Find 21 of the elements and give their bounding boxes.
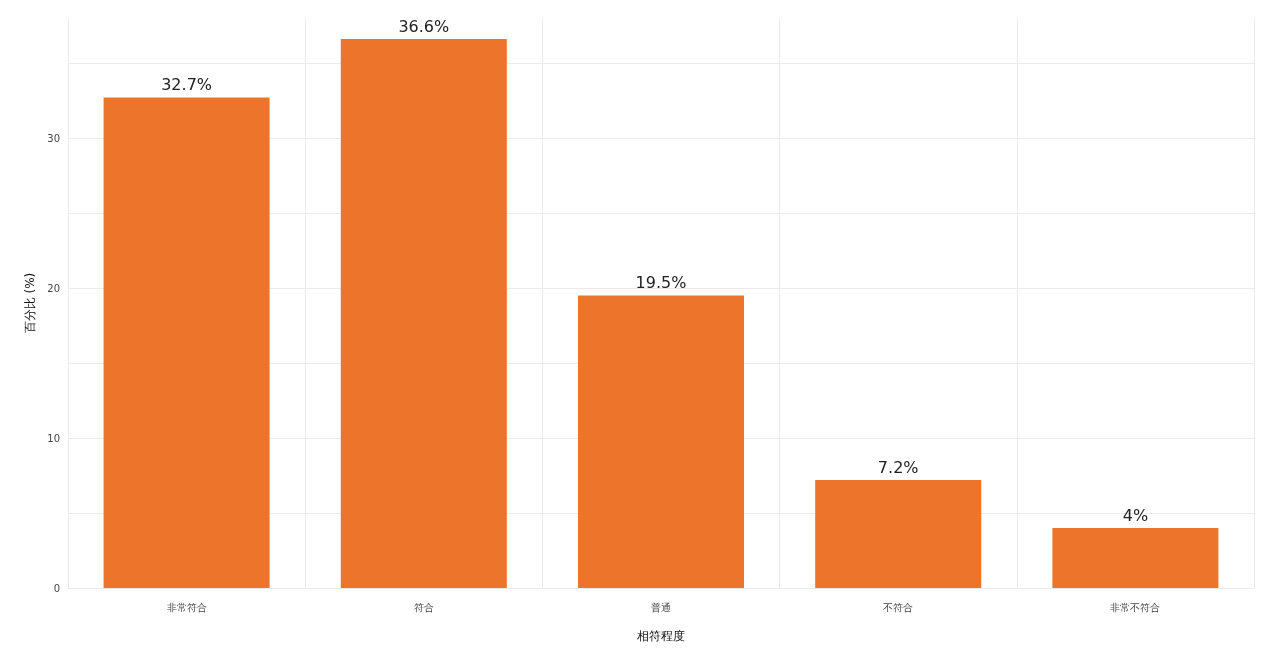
y-tick-label: 10 [47,432,60,444]
x-tick-label: 非常符合 [166,601,207,613]
x-tick-label: 普通 [651,601,671,613]
bar [103,97,270,588]
data-label: 19.5% [635,273,687,292]
y-tick-label: 20 [47,282,60,294]
data-label: 32.7% [161,75,213,94]
y-tick-label: 30 [47,132,60,144]
x-axis-title: 相符程度 [637,629,685,643]
bar [1052,528,1219,588]
data-label: 4% [1122,505,1149,525]
bar [340,39,507,588]
x-tick-label: 不符合 [883,601,914,613]
bar [815,480,982,588]
y-axis-title: 百分比 (%) [23,272,37,334]
x-tick-label: 符合 [413,601,434,613]
y-tick-label: 0 [53,582,60,594]
x-tick-label: 非常不符合 [1110,601,1161,613]
data-label: 36.6% [398,16,450,36]
bar [577,295,745,588]
data-label: 7.2% [877,457,919,477]
